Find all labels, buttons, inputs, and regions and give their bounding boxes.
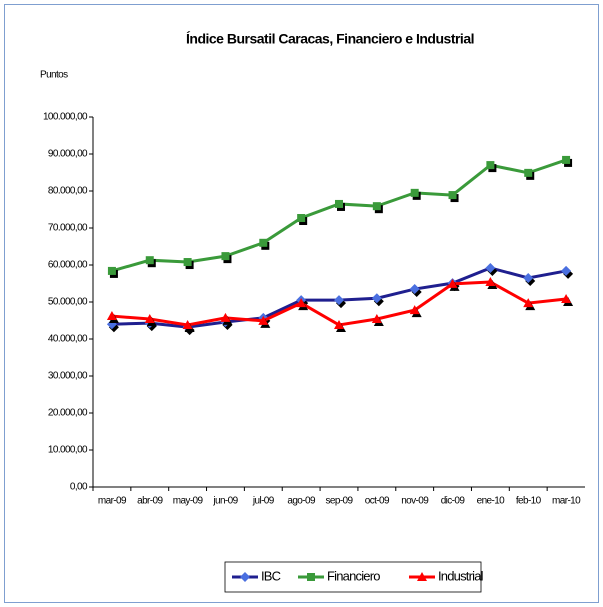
data-point	[297, 214, 306, 223]
y-tick-label: 60.000,00	[48, 260, 88, 271]
x-tick-label: mar-09	[98, 496, 127, 507]
y-axis-label: Puntos	[40, 70, 68, 81]
data-point	[486, 161, 495, 170]
x-tick-label: feb-10	[516, 496, 542, 507]
data-point	[259, 238, 268, 247]
legend-box	[224, 561, 482, 593]
y-tick-label: 100.000,00	[43, 112, 88, 123]
x-tick-label: oct-09	[365, 496, 390, 507]
data-point	[221, 252, 230, 261]
data-point	[562, 155, 571, 164]
data-point	[335, 199, 343, 208]
x-tick-label: jul-09	[252, 496, 275, 507]
data-point	[523, 272, 534, 283]
x-tick-label: dic-09	[441, 496, 466, 507]
data-point	[371, 314, 382, 324]
y-tick-label: 80.000,00	[48, 186, 88, 197]
y-tick-label: 30.000,00	[48, 371, 88, 382]
legend-swatch-marker	[417, 572, 427, 581]
data-point	[447, 278, 458, 288]
data-point	[561, 265, 572, 276]
data-point	[258, 315, 269, 325]
data-point	[145, 256, 154, 265]
data-point	[106, 311, 117, 321]
y-tick-label: 0,00	[70, 482, 88, 493]
legend-label: Industrial	[438, 568, 484, 583]
x-tick-label: mar-10	[552, 496, 581, 507]
legend-label: IBC	[261, 568, 281, 583]
y-tick-label: 70.000,00	[48, 223, 88, 234]
data-point	[485, 277, 496, 287]
data-point	[409, 284, 420, 295]
data-point	[410, 188, 419, 197]
y-tick-label: 40.000,00	[48, 334, 88, 345]
x-tick-label: may-09	[173, 496, 204, 507]
data-point	[372, 202, 381, 211]
data-point	[524, 168, 533, 177]
y-tick-label: 20.000,00	[48, 408, 88, 419]
data-point	[183, 258, 192, 267]
data-point	[409, 305, 420, 315]
data-point	[485, 262, 496, 273]
x-tick-label: nov-09	[401, 496, 429, 507]
x-tick-label: ene-10	[477, 496, 506, 507]
chart-title: Índice Bursatil Caracas, Financiero e In…	[186, 31, 474, 47]
data-point	[334, 319, 344, 329]
x-tick-label: ago-09	[287, 496, 316, 507]
legend-label: Financiero	[327, 568, 380, 583]
data-point	[296, 298, 307, 308]
data-point	[220, 312, 231, 322]
data-point	[182, 319, 193, 329]
x-tick-label: abr-09	[137, 496, 163, 507]
y-tick-label: 50.000,00	[48, 297, 88, 308]
y-tick-label: 90.000,00	[48, 149, 88, 160]
data-point	[144, 314, 155, 324]
x-tick-label: jun-09	[212, 496, 238, 507]
data-point	[561, 294, 572, 304]
data-point	[334, 295, 344, 306]
legend-swatch-marker	[240, 572, 250, 582]
data-point	[523, 298, 534, 308]
data-point	[448, 191, 457, 200]
legend-swatch-marker	[307, 573, 315, 581]
x-tick-label: sep-09	[326, 496, 354, 507]
y-tick-label: 10.000,00	[48, 445, 88, 456]
data-point	[107, 266, 116, 275]
data-point	[371, 293, 382, 304]
